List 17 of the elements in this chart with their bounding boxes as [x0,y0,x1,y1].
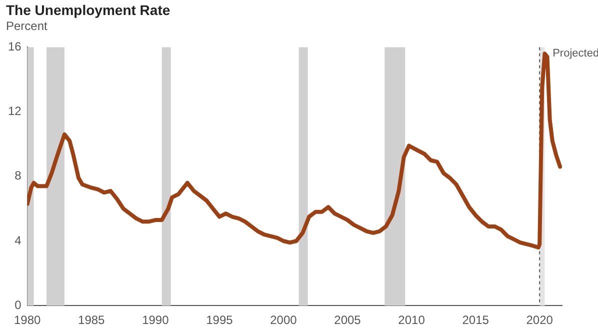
x-tick-label: 2020 [526,313,554,328]
x-tick-label: 2000 [270,313,298,328]
y-tick-label: 8 [14,168,22,183]
x-tick-label: 1990 [142,313,170,328]
y-tick-label: 0 [14,298,22,312]
y-tick-label: 12 [8,104,22,118]
chart-title: The Unemployment Rate [6,2,170,18]
y-tick-label: 4 [14,233,22,248]
x-tick-label: 1980 [14,313,42,328]
ref-line-label: Projected [552,48,598,60]
x-tick-label: 1995 [206,313,234,328]
chart-subtitle: Percent [6,19,48,33]
y-tick-label: 16 [8,40,22,54]
x-tick-label: 2010 [398,313,426,328]
x-tick-label: 2005 [334,313,362,328]
x-tick-label: 1985 [78,313,106,328]
x-tick-label: 2015 [462,313,490,328]
